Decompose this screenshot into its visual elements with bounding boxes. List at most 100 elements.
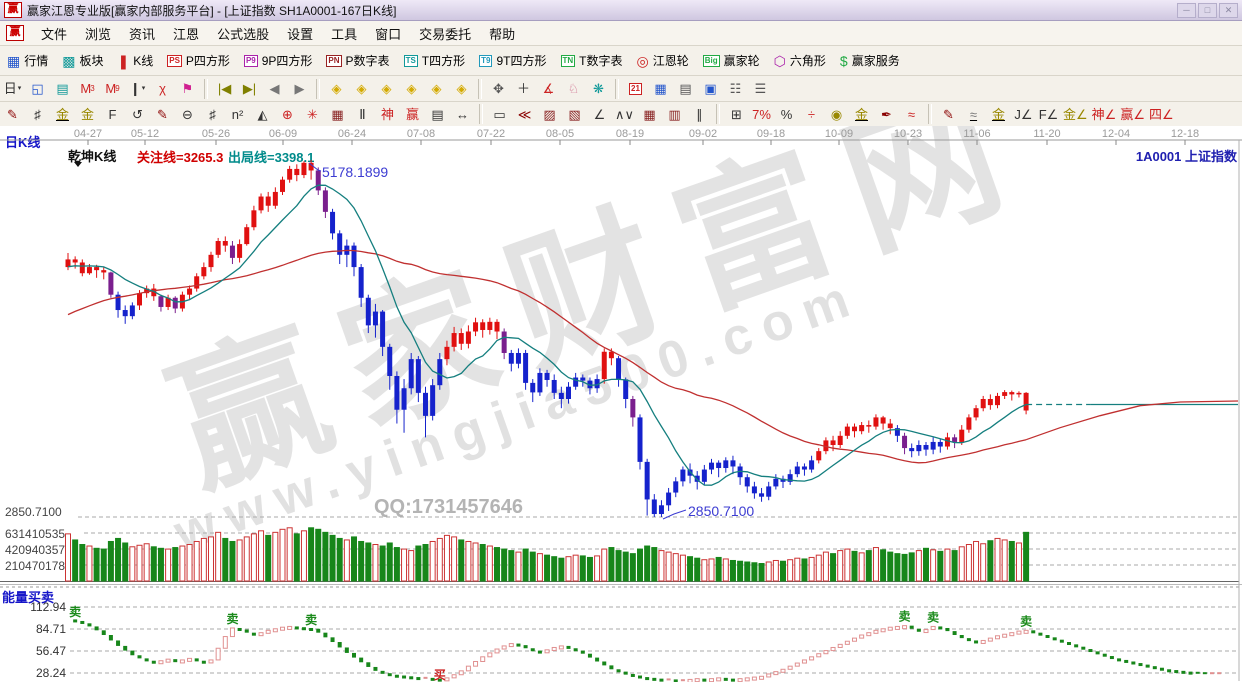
target-circle-button[interactable]: ⊕ <box>276 104 299 125</box>
j-angle-button[interactable]: J∠ <box>1012 104 1035 125</box>
gold-angle-button[interactable]: 金∠ <box>1062 104 1089 125</box>
star-web-button[interactable]: ✳ <box>301 104 324 125</box>
kline-type-label[interactable]: 乾坤K线 <box>68 149 117 164</box>
gann-wheel-button[interactable]: ◎ 江恩轮 <box>630 49 696 73</box>
winner-service-button[interactable]: $ 赢家服务 <box>833 49 907 73</box>
winner-wheel-button[interactable]: Big 赢家轮 <box>696 49 767 73</box>
zoom-out-h-button[interactable]: ◈ <box>325 78 348 99</box>
chart-area[interactable]: 赢家财富网 www.yingjia500.com 04-27 05-12 05-26… <box>0 126 1242 682</box>
minimize-button[interactable]: ─ <box>1177 2 1196 18</box>
ying-angle-button[interactable]: 赢∠ <box>1119 104 1146 125</box>
cycle-wave-button[interactable]: ≈ <box>900 104 923 125</box>
square-web-button[interactable]: ▦ <box>326 104 349 125</box>
prev-button[interactable]: ◀ <box>263 78 286 99</box>
kline-type-dropdown-icon[interactable] <box>74 162 82 167</box>
gold-line2-button[interactable]: 金 <box>76 104 99 125</box>
pct-button[interactable]: % <box>775 104 798 125</box>
menu-item-5[interactable]: 设置 <box>287 26 314 42</box>
save-button[interactable]: ▣ <box>699 78 722 99</box>
compress-v-button[interactable]: ◈ <box>450 78 473 99</box>
crosshair-button[interactable]: ＋ <box>512 78 535 99</box>
menu-item-9[interactable]: 帮助 <box>489 26 516 42</box>
hatch2-button[interactable]: ♯ <box>201 104 224 125</box>
hexagon-button[interactable]: ⬡ 六角形 <box>767 49 833 73</box>
first-page-button[interactable]: |◀ <box>213 78 236 99</box>
four-angle-button[interactable]: 四∠ <box>1148 104 1175 125</box>
formula-pick-button[interactable]: χ <box>151 78 174 99</box>
menu-item-8[interactable]: 交易委托 <box>419 26 472 42</box>
menu-item-6[interactable]: 工具 <box>331 26 358 42</box>
grid-tool-button[interactable]: ▦ <box>638 104 661 125</box>
last-page-button[interactable]: ▶| <box>238 78 261 99</box>
spiral-button[interactable]: ↺ <box>126 104 149 125</box>
p-square-button[interactable]: PS P四方形 <box>160 49 237 73</box>
seven-pct-button[interactable]: 7% <box>750 104 773 125</box>
box-fan2-button[interactable]: ▧ <box>563 104 586 125</box>
gann-knife-button[interactable]: ✎ <box>151 104 174 125</box>
next-button[interactable]: ▶ <box>288 78 311 99</box>
box-fan-button[interactable]: ▨ <box>538 104 561 125</box>
n-squared-button[interactable]: n² <box>226 104 249 125</box>
expand-h-button[interactable]: ◈ <box>375 78 398 99</box>
9t-square-button[interactable]: T9 9T四方形 <box>472 49 553 73</box>
info-view-button[interactable]: ▤ <box>51 78 74 99</box>
fib-f-button[interactable]: F <box>101 104 124 125</box>
t-number-button[interactable]: TN T数字表 <box>554 49 630 73</box>
kline-style-button[interactable]: 日 ▾ <box>1 78 24 99</box>
menu-item-7[interactable]: 窗口 <box>375 26 402 42</box>
calculator-button[interactable]: ▦ <box>649 78 672 99</box>
drag-hand-button[interactable]: ✥ <box>487 78 510 99</box>
gold-line-button[interactable]: 金 <box>51 104 74 125</box>
brain-tool-button[interactable]: ❋ <box>587 78 610 99</box>
kline-button[interactable]: ❚ K线 <box>111 49 161 73</box>
pct-line-button[interactable]: ÷ <box>800 104 823 125</box>
golden-levels-button[interactable]: 金 <box>850 104 873 125</box>
p-number-button[interactable]: PN P数字表 <box>319 49 396 73</box>
box-tool-button[interactable]: ▭ <box>488 104 511 125</box>
print-preview-button[interactable]: ☷ <box>724 78 747 99</box>
report-button[interactable]: ▤ <box>674 78 697 99</box>
zoom-in-h-button[interactable]: ◈ <box>350 78 373 99</box>
menu-item-3[interactable]: 江恩 <box>173 26 200 42</box>
maximize-button[interactable]: □ <box>1198 2 1217 18</box>
h-measure-button[interactable]: ↔ <box>451 104 474 125</box>
sectors-button[interactable]: ▩ 板块 <box>55 49 110 73</box>
golden-circle-button[interactable]: ◉ <box>825 104 848 125</box>
calendar-button[interactable]: 21 <box>624 78 647 99</box>
price-ruler-button[interactable]: ▤ <box>426 104 449 125</box>
chart-canvas[interactable]: 04-27 05-12 05-26 06-09 06-24 07-08 07-22 08-05… <box>0 126 1242 682</box>
gann-fan-button[interactable]: ≪ <box>513 104 536 125</box>
shen-angle-button[interactable]: 神∠ <box>1091 104 1118 125</box>
print-button[interactable]: ☰ <box>749 78 772 99</box>
pen-tool-button[interactable]: ✎ <box>1 104 24 125</box>
9p-square-button[interactable]: P9 9P四方形 <box>237 49 319 73</box>
shen-tool-button[interactable]: 神 <box>376 104 399 125</box>
chess-tool-button[interactable]: ♘ <box>562 78 585 99</box>
wave-tool-button[interactable]: ∧∨ <box>613 104 636 125</box>
expand-v-button[interactable]: ◈ <box>425 78 448 99</box>
color-flag-button[interactable]: ⚑ <box>176 78 199 99</box>
radar-monitor-button[interactable]: ◱ <box>26 78 49 99</box>
quotes-button[interactable]: ▦ 行情 <box>0 49 55 73</box>
menu-item-4[interactable]: 公式选股 <box>217 26 270 42</box>
t-square-button[interactable]: TS T四方形 <box>397 49 473 73</box>
ink-tool-button[interactable]: ✒ <box>875 104 898 125</box>
hatch-lines-button[interactable]: ♯ <box>26 104 49 125</box>
trend-angle-button[interactable]: ∠ <box>588 104 611 125</box>
scale-tool-button[interactable]: ⊞ <box>725 104 748 125</box>
angle-measure-button[interactable]: ∡ <box>537 78 560 99</box>
menu-item-0[interactable]: 文件 <box>41 26 68 42</box>
mirror-button[interactable]: ◭ <box>251 104 274 125</box>
ying-tool-button[interactable]: 赢 <box>401 104 424 125</box>
knife3-button[interactable]: ✎ <box>937 104 960 125</box>
gold-under-button[interactable]: 金 <box>987 104 1010 125</box>
compress-h-button[interactable]: ◈ <box>400 78 423 99</box>
time-cycle-button[interactable]: Ⅱ <box>351 104 374 125</box>
wave-under-button[interactable]: ≈ <box>962 104 985 125</box>
cycle-circle-button[interactable]: ⊖ <box>176 104 199 125</box>
close-button[interactable]: ✕ <box>1219 2 1238 18</box>
menu-item-2[interactable]: 资讯 <box>129 26 156 42</box>
menu-item-1[interactable]: 浏览 <box>85 26 112 42</box>
